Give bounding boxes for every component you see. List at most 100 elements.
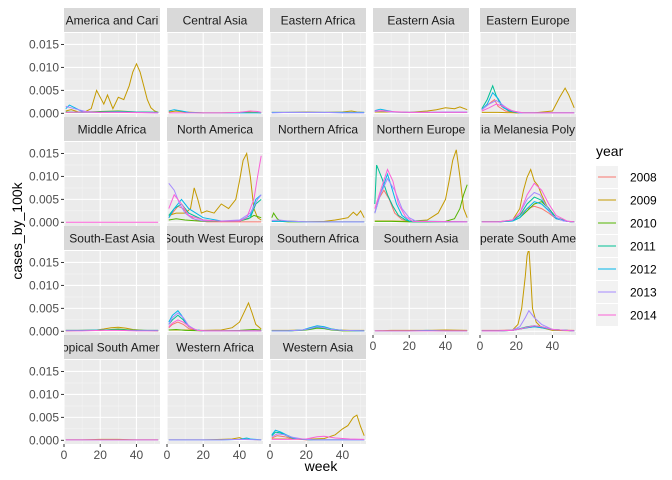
series-line-2013 [271,326,365,332]
x-tick-label: 0 [370,339,377,353]
facet-panel: perate South Ame 0 20 40 [477,226,576,353]
facet-title: perate South Ame [480,232,576,246]
facet-strip [480,8,576,32]
y-tick-label: 0.010 [29,387,59,401]
series-line-2014 [168,319,262,332]
facet-panel: South-East Asia 0.000 0.005 0.010 0.015 [29,226,160,338]
facet-strip [480,117,576,141]
legend-item: 2010 [596,212,657,234]
facet-title: Southern Africa [277,232,359,246]
facet-title: Western Africa [176,341,254,355]
y-tick-label: 0.000 [29,106,59,120]
facet-panel: South West Europe [163,226,267,335]
facet-title: America and Cari [66,14,159,28]
facet-panel: ia Melanesia Poly [479,117,576,226]
facet-strip [373,8,469,32]
series-line-2009 [168,151,262,221]
series-line-2014 [65,111,159,114]
facet-title: South West Europe [163,232,267,246]
panel-background [480,251,576,335]
legend-label: 2009 [630,194,657,208]
facet-strip [167,8,263,32]
facet-strip [64,335,160,359]
legend-label: 2013 [630,286,657,300]
facet-panel: Middle Africa 0.000 0.005 0.010 0.015 [29,117,160,229]
x-tick-label: 40 [546,339,560,353]
legend-item: 2009 [596,189,657,211]
x-tick-label: 0 [267,448,274,462]
y-tick-label: 0.015 [29,255,59,269]
panel-background [167,251,263,335]
facet-panel: Western Africa 0 20 40 [164,335,263,462]
facet-panel: Western Asia 0 20 40 [267,335,366,462]
facet-strip [167,335,263,359]
facet-panel: Eastern Europe [479,8,576,117]
panel-background [270,251,366,335]
x-tick-label: 20 [94,448,108,462]
y-tick-label: 0.000 [29,433,59,447]
facet-strip [480,226,576,250]
facet-panel: Southern Africa [269,226,366,335]
legend-label: 2010 [630,217,657,231]
panel-background [270,142,366,226]
x-tick-label: 0 [477,339,484,353]
y-tick-label: 0.015 [29,364,59,378]
facet-title: ia Melanesia Poly [481,123,575,137]
series-line-2014 [481,103,575,114]
facet-panel: America and Cari 0.000 0.005 0.010 0.015 [29,8,160,120]
y-tick-label: 0.015 [29,37,59,51]
x-tick-label: 20 [300,448,314,462]
facet-panel: Northern Europe [372,117,469,226]
facet-panel: opical South Ameri 0.000 0.005 0.010 0.015 0 2… [29,335,160,462]
x-axis-title: week [304,458,339,474]
legend-label: 2012 [630,263,657,277]
y-tick-label: 0.010 [29,169,59,183]
series-line-2014 [65,329,159,332]
facet-strip [270,335,366,359]
y-tick-label: 0.000 [29,215,59,229]
panel-background [64,360,160,444]
legend-label: 2008 [630,171,657,185]
series-line-2013 [271,433,365,441]
facet-panel: Eastern Africa [269,8,366,117]
panel-background [167,360,263,444]
panel-background [270,33,366,117]
x-tick-label: 20 [197,448,211,462]
series-line-2013 [271,219,365,223]
series-line-2014 [374,168,468,223]
x-tick-label: 40 [233,448,247,462]
facet-panel: Eastern Asia [372,8,469,117]
legend-title: year [596,143,624,159]
series-line-2009 [481,87,575,114]
facet-panel: Northern Africa [269,117,366,226]
x-tick-label: 40 [439,339,453,353]
facet-title: Middle Africa [78,123,147,137]
series-line-2014 [271,435,365,440]
series-line-2013 [374,177,468,223]
facet-panel: Central Asia [166,8,263,117]
legend-item: 2011 [596,235,656,257]
x-tick-label: 40 [336,448,350,462]
facet-strip [373,117,469,141]
facet-title: Western Asia [283,341,354,355]
panel-background [373,33,469,117]
legend-item: 2014 [596,304,657,326]
facet-panel: North America [166,117,263,226]
series-line-2014 [481,182,575,223]
y-tick-label: 0.010 [29,60,59,74]
panel-background [167,33,263,117]
panel-background [64,33,160,117]
legend: year 2008 2009 2010 2011 2012 2013 2014 [596,143,657,326]
panel-background [373,142,469,226]
facet-title: North America [177,123,253,137]
facet-strip [270,117,366,141]
facet-title: Central Asia [183,14,248,28]
facet-strip [64,117,160,141]
facet-strip [167,117,263,141]
series-line-2013 [271,111,365,114]
x-tick-label: 20 [403,339,417,353]
panel-background [64,251,160,335]
facet-strip [167,226,263,250]
facet-title: Eastern Europe [486,14,570,28]
facet-strip [373,226,469,250]
